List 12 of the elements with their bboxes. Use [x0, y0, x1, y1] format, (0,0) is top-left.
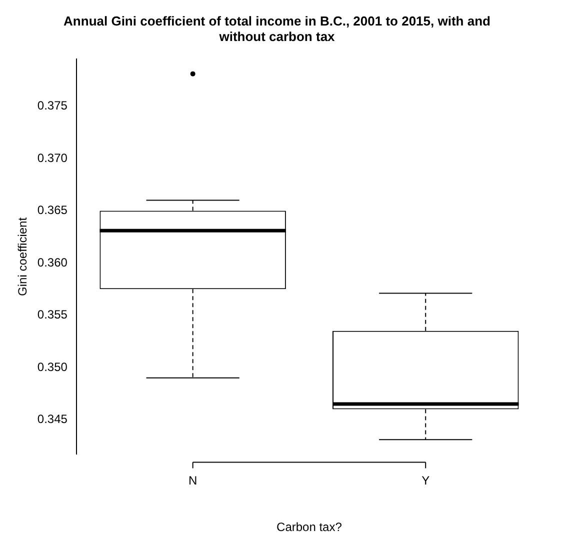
y-tick-label: 0.360	[37, 255, 68, 270]
chart-title: Annual Gini coefficient of total income in B.C., 2001 to 2015, with and without carbon tax	[64, 13, 491, 44]
y-tick-label: 0.370	[37, 150, 68, 165]
y-tick-label: 0.345	[37, 412, 68, 426]
y-tick-label: 0.365	[37, 203, 68, 218]
x-tick-label: Y	[422, 474, 430, 488]
y-tick-label: 0.355	[37, 308, 68, 322]
y-tick-label: 0.375	[37, 98, 68, 113]
y-tick-label: 0.350	[37, 360, 68, 374]
y-axis-title: Gini coefficient	[16, 216, 30, 296]
x-axis-title: Carbon tax?	[276, 520, 342, 534]
x-tick-label: N	[188, 474, 198, 488]
